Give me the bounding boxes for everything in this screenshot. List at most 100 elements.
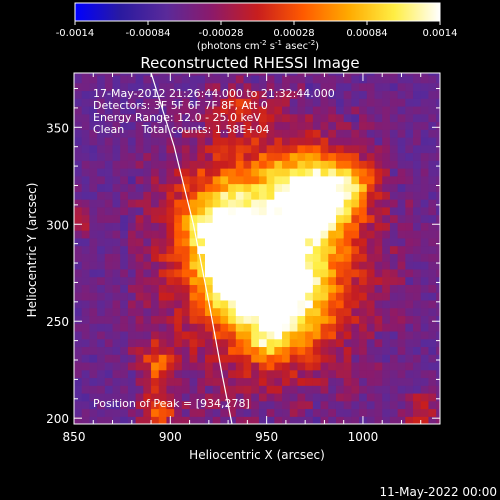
heatmap-cell bbox=[328, 346, 337, 355]
heatmap-cell bbox=[97, 408, 106, 417]
heatmap-cell bbox=[420, 175, 430, 185]
heatmap-cell bbox=[382, 175, 391, 185]
heatmap-cell bbox=[289, 315, 299, 324]
heatmap-cell bbox=[274, 245, 283, 254]
heatmap-cell bbox=[166, 284, 175, 293]
heatmap-cell bbox=[166, 191, 175, 200]
heatmap-cell bbox=[289, 253, 299, 262]
heatmap-cell bbox=[158, 113, 168, 123]
heatmap-cell bbox=[359, 245, 368, 254]
heatmap-cell bbox=[405, 284, 414, 293]
heatmap-cell bbox=[389, 206, 399, 216]
heatmap-cell bbox=[212, 307, 221, 317]
heatmap-cell bbox=[135, 90, 144, 99]
heatmap-cell bbox=[212, 315, 221, 324]
heatmap-cell bbox=[135, 144, 144, 154]
heatmap-cell bbox=[81, 253, 91, 262]
heatmap-cell bbox=[174, 416, 183, 424]
heatmap-cell bbox=[251, 175, 260, 185]
heatmap-cell bbox=[343, 416, 352, 424]
heatmap-cell bbox=[151, 90, 160, 99]
heatmap-cell bbox=[89, 408, 98, 417]
heatmap-cell bbox=[397, 129, 406, 138]
heatmap-cell bbox=[258, 323, 268, 332]
heatmap-cell bbox=[328, 385, 337, 394]
heatmap-cell bbox=[420, 245, 430, 254]
heatmap-cell bbox=[436, 121, 440, 130]
heatmap-cell bbox=[359, 338, 368, 348]
heatmap-cell bbox=[151, 73, 160, 76]
heatmap-cell bbox=[312, 323, 322, 332]
heatmap-cell bbox=[158, 230, 168, 239]
heatmap-cell bbox=[197, 377, 206, 386]
heatmap-cell bbox=[104, 408, 114, 417]
heatmap-cell bbox=[81, 369, 91, 379]
heatmap-cell bbox=[104, 377, 114, 386]
heatmap-cell bbox=[405, 152, 414, 161]
heatmap-cell bbox=[204, 268, 214, 278]
heatmap-cell bbox=[120, 113, 129, 123]
heatmap-cell bbox=[181, 73, 191, 76]
heatmap-cell bbox=[382, 74, 391, 84]
heatmap-cell bbox=[405, 330, 414, 340]
heatmap-cell bbox=[174, 74, 183, 84]
heatmap-cell bbox=[274, 136, 283, 146]
heatmap-cell bbox=[289, 74, 299, 84]
heatmap-cell bbox=[212, 346, 221, 355]
heatmap-cell bbox=[320, 338, 329, 348]
heatmap-cell bbox=[212, 253, 221, 262]
heatmap-cell bbox=[74, 323, 83, 332]
heatmap-cell bbox=[135, 377, 144, 386]
heatmap-cell bbox=[127, 74, 137, 84]
heatmap-cell bbox=[428, 105, 437, 115]
heatmap-cell bbox=[135, 299, 144, 309]
heatmap-cell bbox=[189, 338, 198, 348]
heatmap-cell bbox=[135, 276, 144, 285]
heatmap-cell bbox=[389, 392, 399, 402]
heatmap-cell bbox=[143, 276, 152, 285]
heatmap-cell bbox=[436, 160, 440, 169]
heatmap-cell bbox=[74, 408, 83, 417]
heatmap-cell bbox=[335, 105, 345, 115]
heatmap-cell bbox=[120, 90, 129, 99]
heatmap-cell bbox=[428, 230, 437, 239]
heatmap-cell bbox=[220, 222, 229, 231]
heatmap-cell bbox=[74, 276, 83, 285]
heatmap-cell bbox=[413, 206, 422, 216]
heatmap-cell bbox=[112, 307, 121, 317]
heatmap-cell bbox=[181, 98, 191, 107]
heatmap-cell bbox=[428, 292, 437, 301]
heatmap-cell bbox=[282, 268, 291, 278]
heatmap-cell bbox=[189, 73, 198, 76]
heatmap-cell bbox=[181, 361, 191, 371]
heatmap-cell bbox=[181, 129, 191, 138]
heatmap-cell bbox=[305, 253, 314, 262]
heatmap-cell bbox=[359, 214, 368, 223]
heatmap-cell bbox=[112, 90, 121, 99]
heatmap-cell bbox=[297, 74, 306, 84]
heatmap-cell bbox=[97, 276, 106, 285]
heatmap-cell bbox=[428, 385, 437, 394]
heatmap-cell bbox=[135, 284, 144, 293]
heatmap-cell bbox=[397, 168, 406, 177]
heatmap-cell bbox=[181, 284, 191, 293]
heatmap-cell bbox=[312, 121, 322, 130]
heatmap-cell bbox=[235, 408, 245, 417]
heatmap-cell bbox=[359, 230, 368, 239]
heatmap-cell bbox=[382, 408, 391, 417]
heatmap-cell bbox=[366, 276, 376, 285]
heatmap-cell bbox=[81, 330, 91, 340]
heatmap-cell bbox=[74, 136, 83, 146]
heatmap-cell bbox=[220, 338, 229, 348]
heatmap-cell bbox=[166, 183, 175, 192]
heatmap-cell bbox=[428, 152, 437, 161]
heatmap-cell bbox=[328, 253, 337, 262]
heatmap-cell bbox=[197, 330, 206, 340]
heatmap-cell bbox=[312, 144, 322, 154]
heatmap-cell bbox=[104, 152, 114, 161]
heatmap-cell bbox=[174, 98, 183, 107]
heatmap-cell bbox=[204, 98, 214, 107]
heatmap-cell bbox=[282, 385, 291, 394]
heatmap-cell bbox=[151, 144, 160, 154]
heatmap-cell bbox=[228, 245, 237, 254]
